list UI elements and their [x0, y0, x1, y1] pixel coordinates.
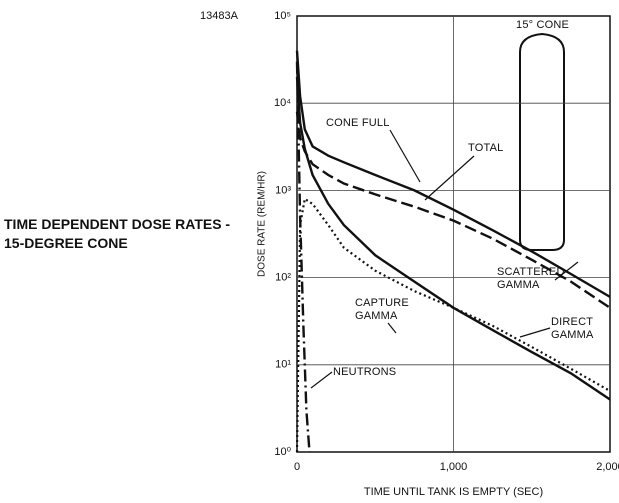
annotation: 15° CONE — [516, 19, 586, 32]
series-label: SCATTERED GAMMA — [497, 266, 567, 292]
y-tick-label: 10² — [275, 272, 291, 284]
leader-line — [311, 372, 332, 388]
page: 10⁰ 10¹ 10² 10³ 10⁴ 10⁵ 0 1,000 2,000 TIME UNTIL … — [0, 0, 619, 503]
annotation: CONE FULL — [326, 117, 406, 130]
leader-line — [520, 328, 550, 337]
y-tick-label: 10³ — [275, 184, 291, 196]
chart-title: TIME DEPENDENT DOSE RATES - 15-DEGREE CO… — [4, 215, 244, 253]
leader-line — [388, 323, 396, 333]
x-tick-label: 1,000 — [440, 461, 468, 473]
leader-line — [390, 130, 420, 182]
series-label: NEUTRONS — [333, 366, 403, 379]
x-axis-label: TIME UNTIL TANK IS EMPTY (SEC) — [364, 486, 543, 498]
cone-icon — [520, 34, 564, 250]
y-tick-label: 10⁴ — [274, 97, 291, 109]
y-tick-label: 10⁵ — [274, 10, 291, 22]
series-label: DIRECT GAMMA — [551, 316, 601, 342]
series-label: CAPTURE GAMMA — [355, 297, 415, 323]
x-tick-label: 2,000 — [596, 461, 619, 473]
series-label: TOTAL — [468, 142, 518, 155]
figure-id: 13483A — [200, 10, 238, 22]
x-tick-label: 0 — [294, 461, 300, 473]
y-tick-label: 10¹ — [275, 359, 291, 371]
leader-line — [425, 156, 474, 200]
y-tick-label: 10⁰ — [274, 446, 291, 458]
y-axis-label: DOSE RATE (REM/HR) — [257, 171, 268, 277]
